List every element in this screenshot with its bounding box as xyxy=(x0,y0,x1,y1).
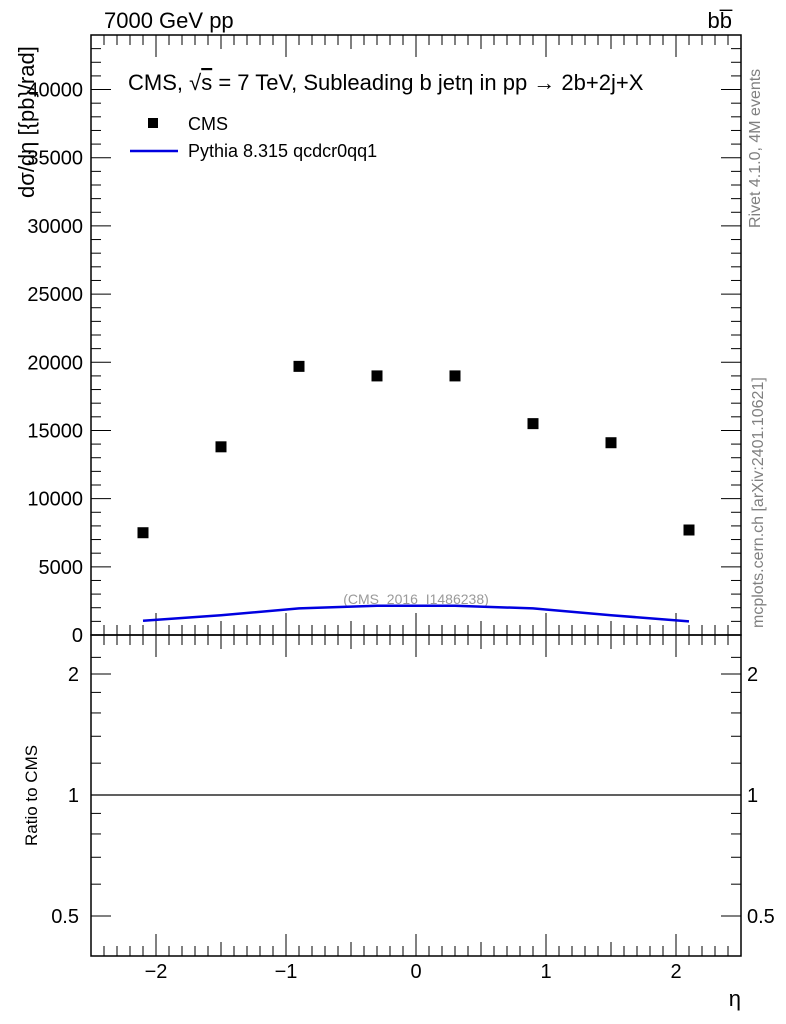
x-tick-label: −1 xyxy=(275,961,298,983)
title-s: s xyxy=(201,70,212,95)
main-y-tick-label: 30000 xyxy=(27,216,83,238)
cms-data-point xyxy=(683,524,695,536)
cms-data-point xyxy=(137,527,149,539)
x-axis-label: η xyxy=(729,986,741,1011)
main-y-tick-label: 25000 xyxy=(27,284,83,306)
x-tick-label: −2 xyxy=(145,961,168,983)
process-label: bb̅ xyxy=(708,8,733,33)
ratio-y-tick-label-right: 1 xyxy=(747,785,758,807)
main-y-axis-label: dσ/dη [{pb}/rad] xyxy=(14,46,39,198)
title-rest: = 7 TeV, Subleading b jetη in pp → 2b+2j… xyxy=(212,70,643,95)
main-y-tick-label: 15000 xyxy=(27,420,83,442)
ratio-y-ticks: 0.5 0.5 1 1 2 2 xyxy=(51,656,775,928)
ratio-x-ticks: −2 −1 0 1 2 xyxy=(90,635,742,983)
main-y-tick-label: 5000 xyxy=(39,557,84,579)
main-y-tick-label: 0 xyxy=(72,625,83,647)
main-y-tick-label: 40000 xyxy=(27,80,83,102)
cms-data-point xyxy=(293,360,305,372)
cms-data-point xyxy=(371,370,383,382)
cms-data-point xyxy=(605,437,617,449)
cms-data-point xyxy=(449,370,461,382)
x-tick-label: 1 xyxy=(540,961,551,983)
x-tick-label: 0 xyxy=(410,961,421,983)
x-tick-label: 2 xyxy=(670,961,681,983)
ratio-y-tick-label: 0.5 xyxy=(51,906,79,928)
main-y-tick-label: 35000 xyxy=(27,148,83,170)
title-prefix: CMS, xyxy=(128,70,189,95)
ratio-y-tick-label: 2 xyxy=(68,664,79,686)
ratio-y-axis-label: Ratio to CMS xyxy=(22,745,41,846)
ratio-y-tick-label: 1 xyxy=(68,785,79,807)
rivet-label: Rivet 4.1.0, 4M events xyxy=(747,69,764,228)
ratio-y-tick-label-right: 2 xyxy=(747,664,758,686)
cms-data-point xyxy=(527,418,539,430)
cms-data-points xyxy=(137,360,695,539)
main-y-ticks: 0 5000 10000 15000 20000 25000 30000 35000 40000 xyxy=(27,34,741,647)
legend-pythia-label: Pythia 8.315 qcdcr0qq1 xyxy=(188,141,377,161)
legend-cms-marker xyxy=(148,118,158,128)
analysis-watermark: (CMS_2016_I1486238) xyxy=(343,591,489,607)
main-x-ticks xyxy=(90,35,742,635)
title-sqrt: √ xyxy=(189,70,202,95)
energy-label: 7000 GeV pp xyxy=(104,8,234,33)
pythia-series-line xyxy=(142,604,690,623)
main-y-tick-label: 20000 xyxy=(27,352,83,374)
main-y-tick-label: 10000 xyxy=(27,489,83,511)
mcplots-label: mcplots.cern.ch [arXiv:2401.10621] xyxy=(750,377,767,628)
legend-cms-label: CMS xyxy=(188,114,228,134)
chart-title: CMS, √s = 7 TeV, Subleading b jetη in pp… xyxy=(128,70,644,95)
ratio-y-tick-label-right: 0.5 xyxy=(747,906,775,928)
cms-data-point xyxy=(215,441,227,453)
